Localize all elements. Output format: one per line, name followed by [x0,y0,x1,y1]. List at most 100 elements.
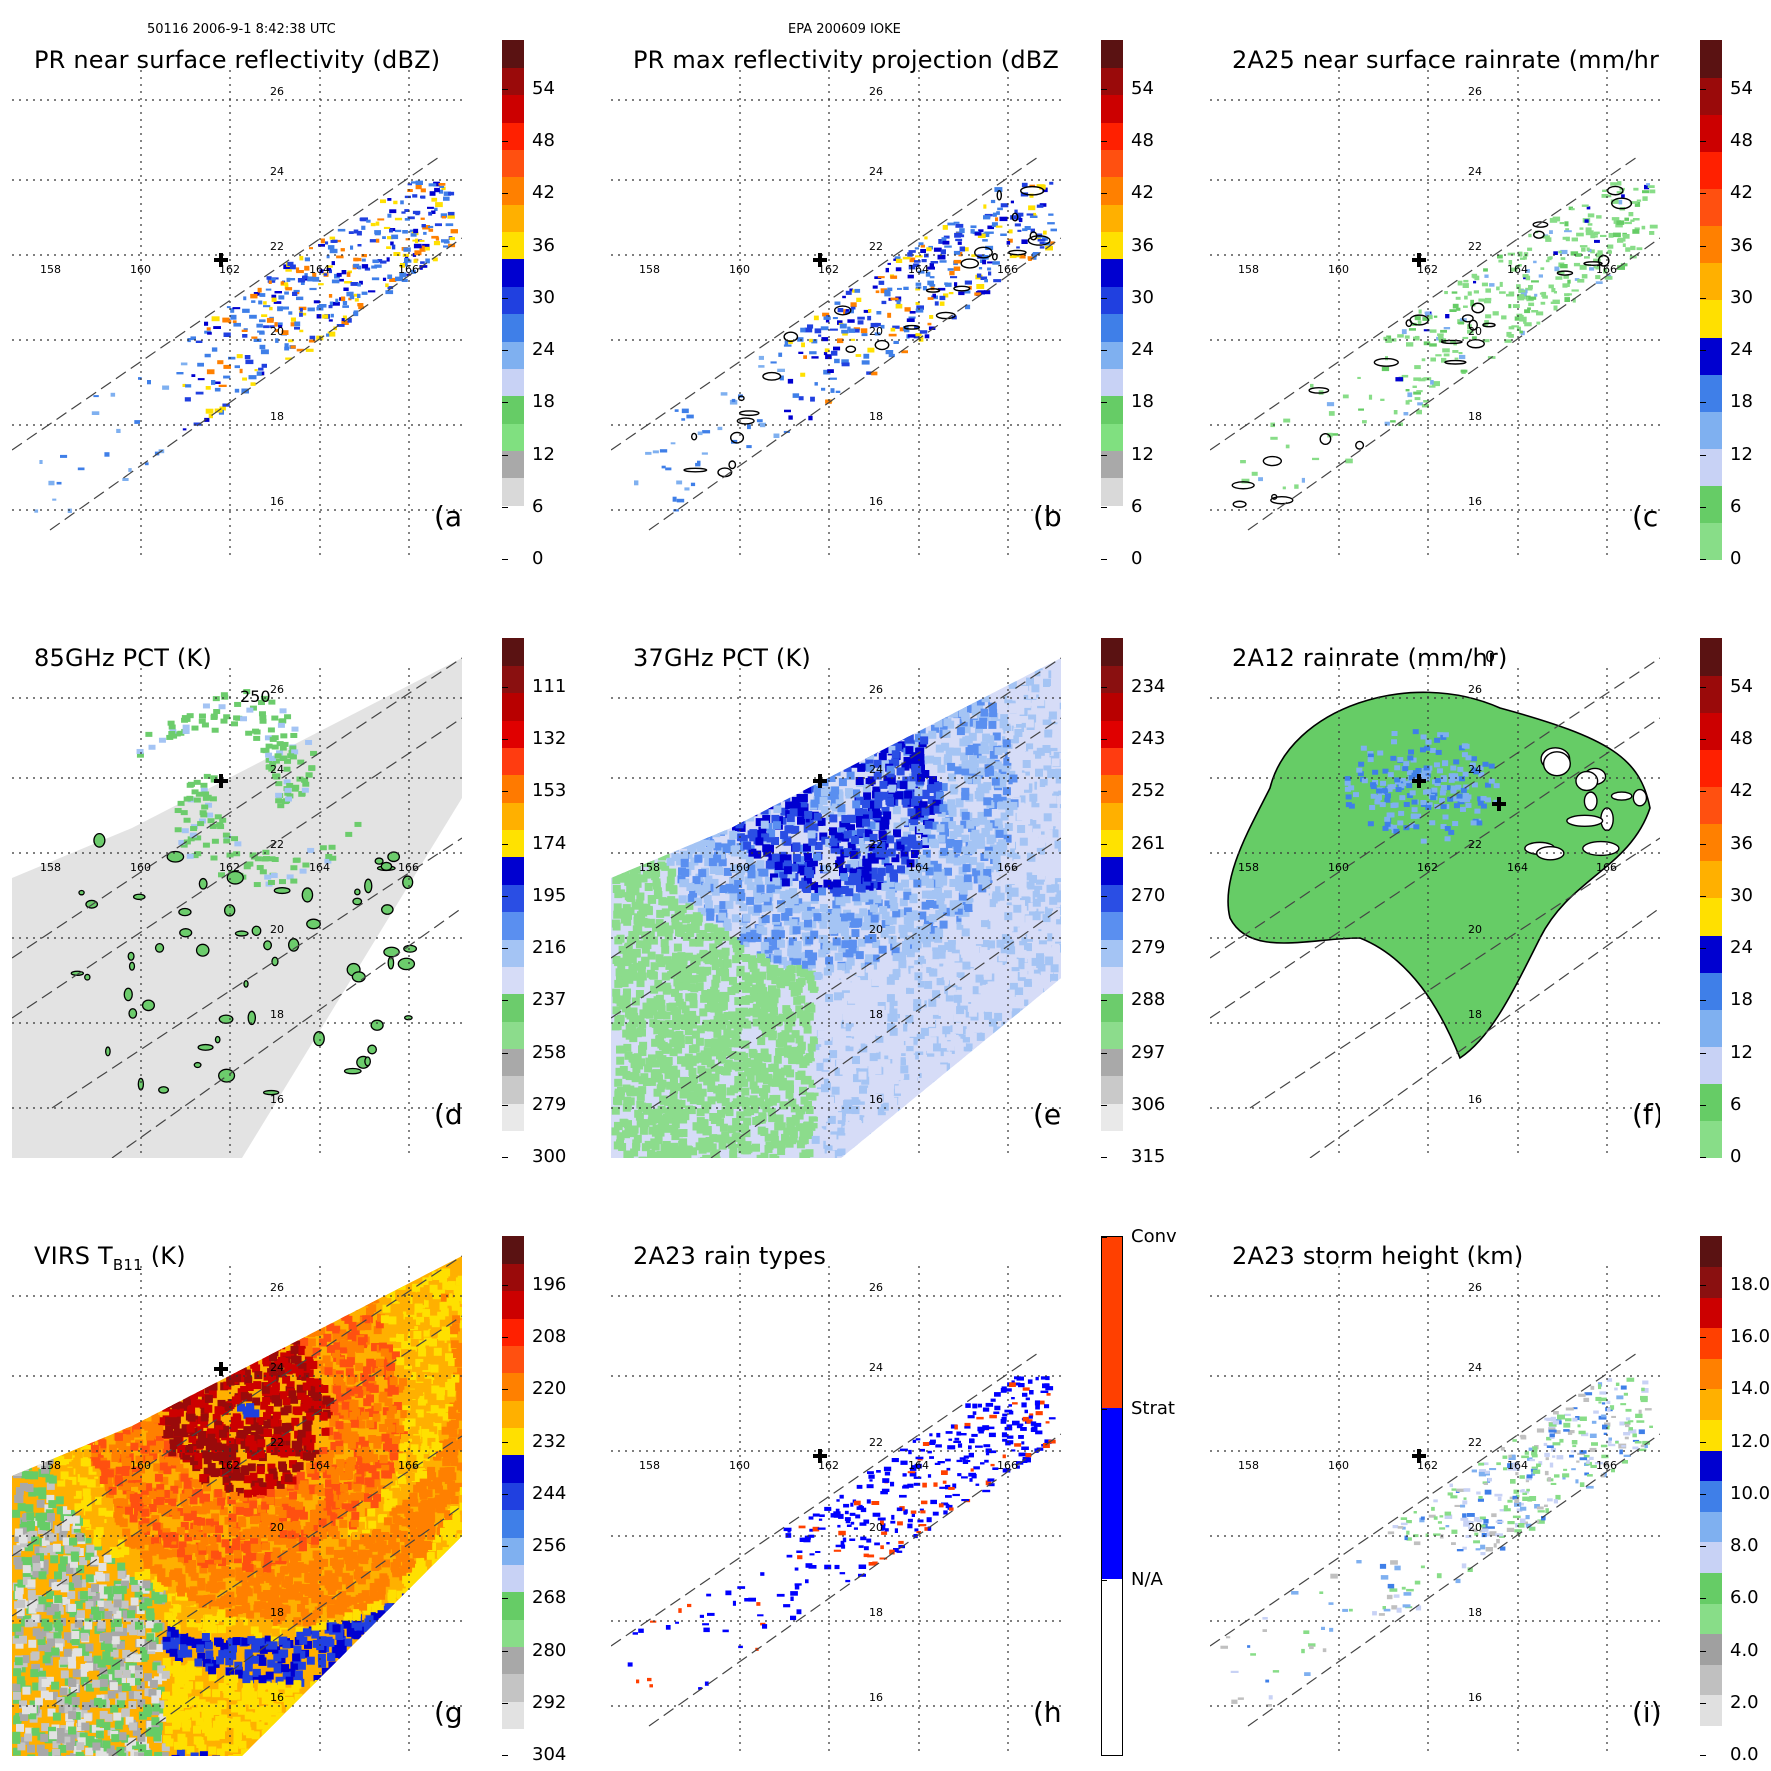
colorbar-segment [502,505,524,534]
lat-label: 22 [869,838,883,851]
colorbar-segment [502,966,524,995]
grid: 262422201816158160162164166168 [12,70,462,560]
colorbar-tick: 48 [1101,130,1154,152]
colorbar-tick: 12 [502,443,555,465]
swath-edges [611,657,1061,1158]
lon-label: 160 [729,263,750,276]
colorbar-segment [502,94,524,123]
colorbar-segment [1700,40,1722,78]
colorbar-segment [1101,665,1123,694]
lon-label: 162 [1417,861,1438,874]
colorbar-segment [1700,712,1722,750]
lat-label: 20 [1468,1521,1482,1534]
colorbar-segment [502,802,524,831]
colorbar-tick: 54 [1700,676,1753,697]
colorbar-segment [1101,231,1123,260]
colorbar-segment [1101,1407,1123,1580]
colorbar-segment [1101,774,1123,803]
colorbar-segment [1700,1297,1722,1329]
colorbar-outline [1101,1236,1123,1756]
lon-label: 158 [639,263,660,276]
colorbar-tick: 30 [1101,286,1154,308]
colorbar-segment [1101,122,1123,150]
colorbar-tick: 12.0 [1699,1430,1771,1452]
panel-title: 2A12 rainrate (mm/hr) [1232,644,1508,672]
colorbar-segment [1700,1046,1722,1085]
colorbar-segment [1700,749,1722,788]
panel-b: 262422201816158160162164166168 PR max re… [611,40,1061,560]
colorbar-segment [502,1103,524,1132]
lon-label: 160 [729,1459,750,1472]
colorbar-segment [1700,485,1722,524]
colorbar-segment [1700,151,1722,190]
panel-d: 262422201816158160162164166168250 85GHz … [12,638,462,1158]
storm-center-marker [1412,253,1426,267]
colorbar-segment [502,1130,524,1159]
rain-field [1220,1377,1653,1707]
colorbar-tick: 54 [502,78,555,99]
colorbar-tick: 24 [1700,937,1753,959]
colorbar-tick: 54 [1101,78,1154,99]
lat-label: 20 [869,1521,883,1534]
colorbar-segment [1101,368,1123,397]
colorbar-segment [1101,204,1123,233]
colorbar-segment [1700,1236,1722,1268]
lon-label: 158 [639,861,660,874]
lat-label: 16 [1468,1691,1482,1704]
colorbar-a: 54 48 42 36 30 24 18 12 6 0 [500,40,555,569]
lat-label: 22 [1468,1436,1482,1449]
panel-label: (f) [1632,1098,1660,1131]
colorbar-segment [1700,1388,1722,1421]
swath-edges [1210,657,1660,1158]
colorbar-segment [1101,258,1123,287]
lat-label: 18 [1468,410,1482,423]
lon-label: 162 [219,263,240,276]
colorbar-segment [502,122,524,150]
swath-background [12,658,462,1158]
colorbar-tick: 306 [1100,1093,1166,1115]
lat-label: 22 [1468,838,1482,851]
lon-label: 158 [40,861,61,874]
colorbar-g: 196 208 220 232 244 256 268 280 292 304 [501,1236,566,1765]
colorbar-segment [502,1701,524,1730]
lat-label: 26 [869,85,883,98]
colorbar-f: 54 48 42 36 30 24 18 12 6 0 [1698,638,1753,1167]
colorbar-segment [1700,638,1722,676]
colorbar-tick: 6 [1698,1093,1742,1115]
colorbar-segment [1101,747,1123,776]
lat-label: 22 [1468,240,1482,253]
lon-label: 164 [309,861,330,874]
colorbar-tick: 2.0 [1700,1691,1759,1713]
colorbar-segment [1700,1009,1722,1048]
colorbar-tick: 208 [501,1326,567,1348]
lon-label: 158 [1238,1459,1259,1472]
colorbar-tick: 0 [1698,1146,1742,1167]
colorbar-segment [1700,337,1722,375]
grid: 262422201816158160162164166168 [611,1266,1061,1756]
map-field: 262422201816158160162164166168250 [12,657,462,1158]
colorbar-segment [1101,176,1123,205]
grid: 262422201816158160162164166168 [611,70,1061,560]
colorbar-segment [502,1591,524,1620]
contours [1231,185,1633,508]
grid: 262422201816158160162164166168 [1210,70,1660,560]
colorbar-tick: 14.0 [1699,1378,1771,1400]
lon-label: 164 [309,1459,330,1472]
colorbar-d: 111 132 153 174 195 216 237 258 279 300 [501,638,566,1167]
panel-title: PR near surface reflectivity (dBZ) [34,46,441,74]
colorbar-tick: 8.0 [1700,1535,1759,1557]
colorbar-segment [1700,114,1722,152]
colorbar-tick: 195 [501,884,567,906]
colorbar-c: 54 48 42 36 30 24 18 12 6 0 [1698,40,1753,569]
storm-center-marker [813,253,827,267]
lon-label: 160 [1328,263,1349,276]
panel-title: VIRS TB11 (K) [34,1242,186,1274]
contour-label: 250 [240,687,271,706]
lon-label: 166 [1596,1459,1617,1472]
storm-center-marker [813,1449,827,1463]
colorbar-segment [1101,1021,1123,1050]
colorbar-segment [1700,786,1722,825]
colorbar-segment [1101,313,1123,342]
colorbar-segment [1101,40,1123,68]
colorbar-e: 234 243 252 261 270 279 288 297 306 315 [1100,638,1165,1167]
